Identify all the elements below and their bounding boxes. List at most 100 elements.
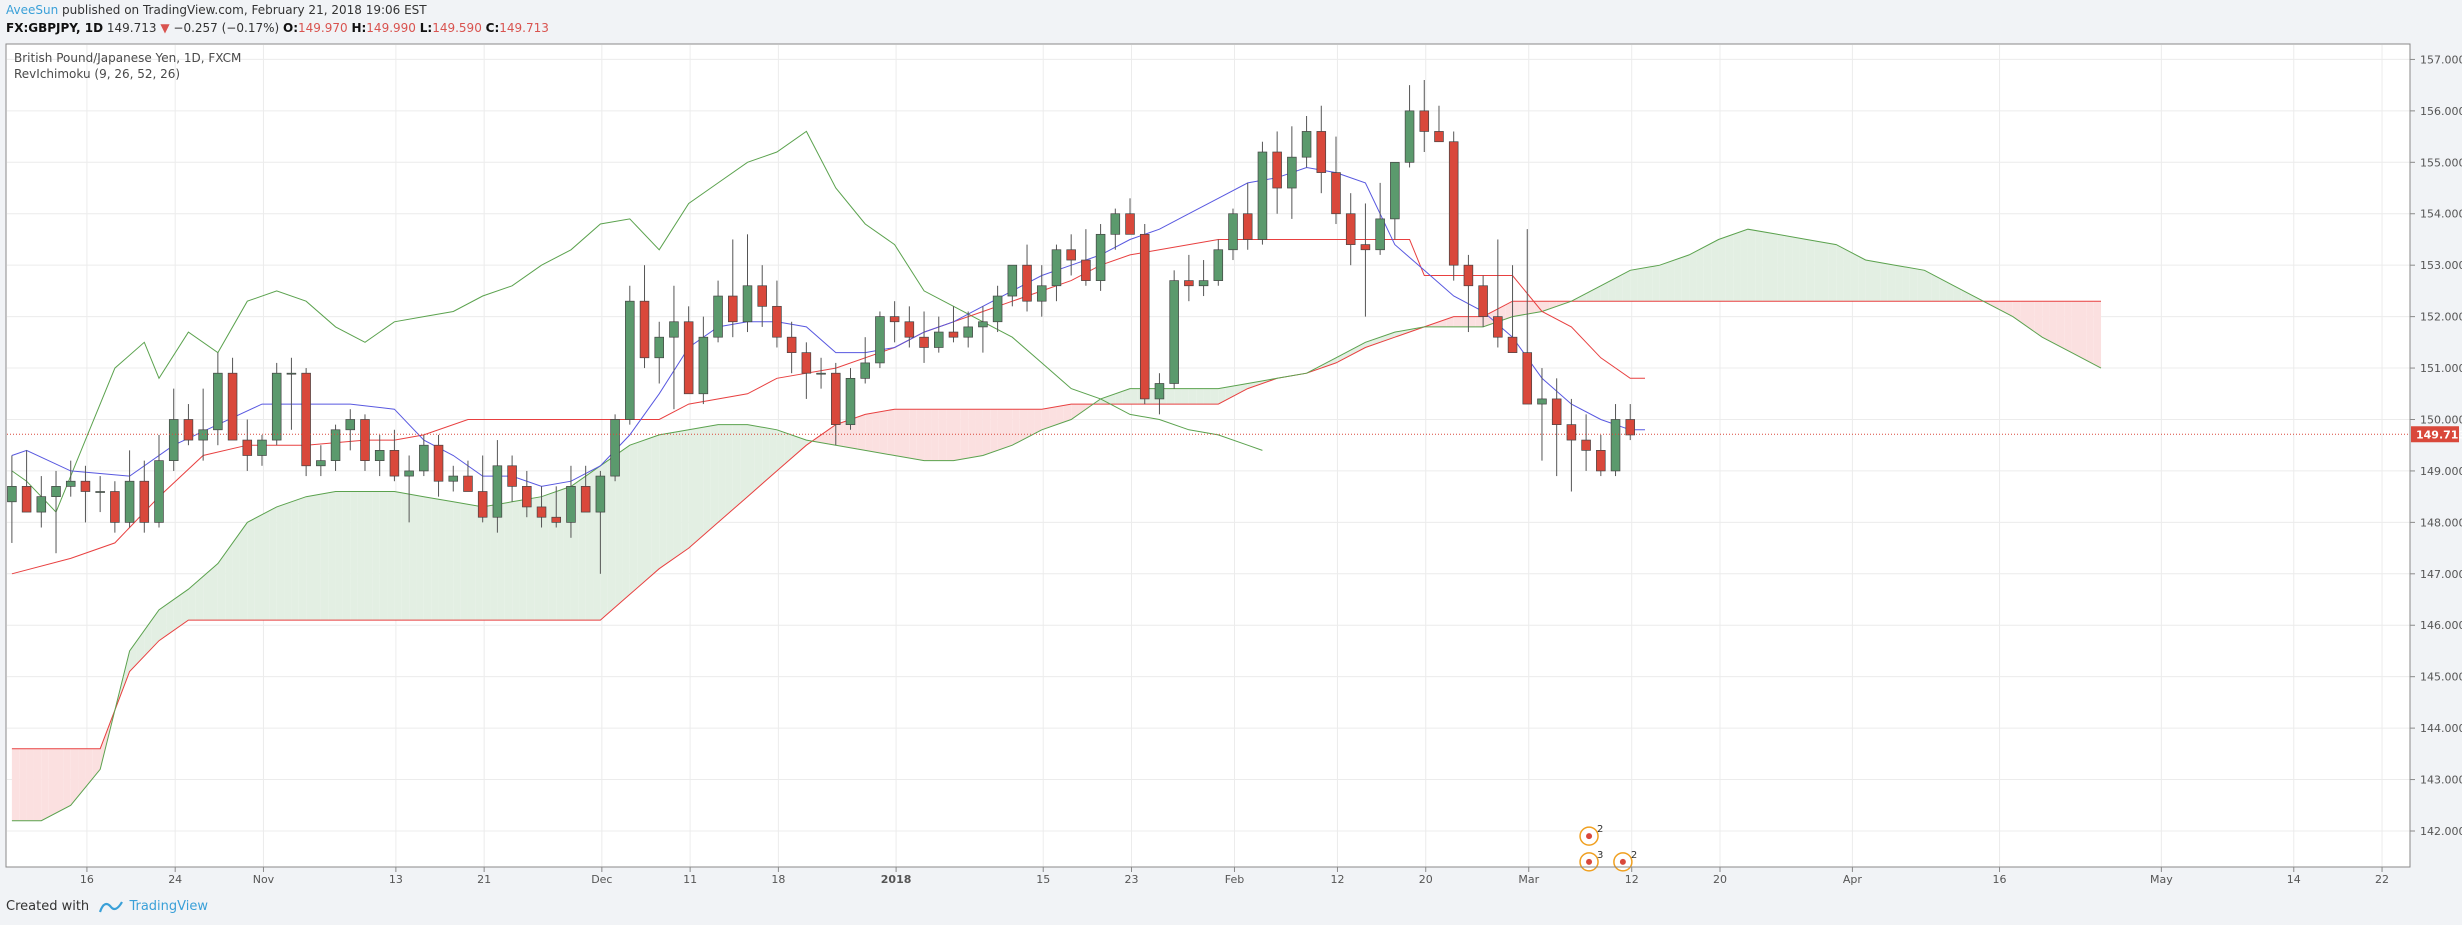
author-link[interactable]: AveeSun bbox=[6, 3, 59, 17]
cloud-segment-bullish bbox=[754, 425, 763, 491]
event-marker-count: 3 bbox=[1597, 850, 1603, 861]
candle bbox=[786, 321, 797, 374]
event-marker-dot bbox=[1619, 858, 1626, 865]
candle bbox=[360, 414, 370, 471]
candle bbox=[1345, 193, 1356, 266]
candle bbox=[875, 311, 885, 369]
cloud-segment-bullish bbox=[1681, 254, 1690, 302]
cloud-segment-bullish bbox=[1600, 281, 1609, 302]
candle bbox=[21, 450, 32, 513]
y-tick-label: 156.000 bbox=[2420, 105, 2462, 118]
y-tick-label: 153.000 bbox=[2420, 259, 2462, 272]
candle-body bbox=[110, 491, 120, 523]
cloud-segment-bearish bbox=[1431, 321, 1439, 327]
candle bbox=[271, 362, 282, 446]
candle bbox=[772, 280, 782, 348]
candle-body bbox=[919, 336, 929, 348]
cloud-segment-bullish bbox=[1115, 391, 1123, 405]
cloud-segment-bullish bbox=[1924, 270, 1932, 302]
y-tick-label: 151.000 bbox=[2420, 362, 2462, 375]
event-marker-dot bbox=[1586, 858, 1593, 865]
candle bbox=[1404, 85, 1415, 168]
candle bbox=[1007, 264, 1018, 307]
candle bbox=[301, 368, 311, 477]
candle-body bbox=[345, 419, 356, 431]
cloud-segment-bullish bbox=[673, 431, 682, 559]
cloud-segment-bullish bbox=[534, 496, 542, 621]
legend-title: British Pound/Japanese Yen, 1D, FXCM bbox=[14, 51, 241, 65]
cloud-segment-bullish bbox=[791, 434, 799, 459]
price-chart[interactable]: 23 2 149.713 142.000143.000144.000145.000… bbox=[0, 43, 2462, 888]
down-arrow-icon: ▼ bbox=[160, 21, 170, 35]
cloud-segment-bullish bbox=[445, 500, 454, 621]
candle bbox=[1375, 182, 1385, 255]
candle bbox=[625, 285, 635, 425]
candles bbox=[7, 80, 1636, 574]
cloud-segment-bullish bbox=[1843, 248, 1851, 302]
candle-body bbox=[448, 475, 459, 482]
candle bbox=[404, 455, 414, 523]
candle bbox=[1301, 116, 1312, 168]
cloud-segment-bearish bbox=[946, 409, 954, 461]
candle-body bbox=[1184, 280, 1194, 287]
candle-body bbox=[242, 439, 253, 456]
cloud-segment-bearish bbox=[100, 729, 108, 770]
event-marker-dot bbox=[1586, 833, 1593, 840]
price-change: −0.257 (−0.17%) bbox=[173, 21, 280, 35]
cloud-segment-bullish bbox=[556, 488, 564, 621]
x-axis[interactable]: 16 24 Nov 13 21 Dec 11 18 2018 15 23 Feb 12 20 Mar 12 20… bbox=[80, 867, 2389, 886]
candle bbox=[51, 470, 61, 554]
plot-area[interactable] bbox=[5, 43, 2411, 868]
cloud-segment-bullish bbox=[394, 491, 402, 621]
cloud-segment-bullish bbox=[1622, 270, 1631, 302]
candle-body bbox=[1419, 110, 1430, 132]
candle bbox=[7, 455, 17, 543]
candle bbox=[1022, 244, 1032, 312]
candle-body bbox=[1125, 213, 1135, 235]
candle-body bbox=[992, 295, 1003, 323]
cloud-segment-bearish bbox=[1041, 407, 1050, 430]
cloud-segment-bullish bbox=[1858, 256, 1866, 302]
cloud-segment-bullish bbox=[438, 499, 446, 621]
candle bbox=[1566, 398, 1577, 492]
open-value: 149.970 bbox=[298, 21, 348, 35]
cloud-segment-bullish bbox=[1872, 261, 1881, 302]
candle bbox=[831, 362, 841, 446]
cloud-segment-bullish bbox=[203, 569, 211, 621]
candle-body bbox=[1390, 161, 1400, 220]
cloud-segment-bullish bbox=[725, 424, 733, 516]
candle-body bbox=[889, 316, 900, 323]
cloud-segment-bullish bbox=[1755, 230, 1763, 302]
cloud-segment-bullish bbox=[1784, 235, 1793, 302]
cloud-segment-bullish bbox=[622, 445, 630, 601]
candle bbox=[80, 465, 91, 523]
cloud-segment-bullish bbox=[490, 504, 498, 621]
candle bbox=[536, 486, 547, 528]
cloud-segment-bearish bbox=[872, 411, 880, 453]
candle bbox=[1095, 224, 1106, 291]
cloud-segment-bullish bbox=[637, 440, 645, 588]
candle bbox=[257, 434, 267, 466]
cloud-segment-bearish bbox=[1512, 301, 1520, 317]
cloud-segment-bearish bbox=[1012, 409, 1020, 446]
x-tick-label: 2018 bbox=[881, 873, 912, 886]
candle-body bbox=[1537, 398, 1547, 405]
tradingview-link[interactable]: TradingView bbox=[129, 899, 208, 914]
candle-body bbox=[316, 460, 326, 467]
candle-body bbox=[1139, 233, 1150, 400]
candle bbox=[213, 352, 223, 446]
cloud-segment-bullish bbox=[629, 442, 638, 595]
candle bbox=[1228, 208, 1238, 261]
cloud-segment-bullish bbox=[710, 424, 719, 529]
created-with-text: Created with bbox=[6, 899, 90, 914]
candle bbox=[1272, 131, 1282, 214]
cloud-segment-bearish bbox=[924, 409, 932, 461]
cloud-segment-bullish bbox=[1578, 293, 1587, 302]
candle-body bbox=[536, 506, 547, 518]
candle bbox=[963, 311, 973, 348]
cloud-segment-bullish bbox=[1380, 334, 1388, 343]
y-axis[interactable]: 142.000 143.000 144.000 145.000 146.000 147.0… bbox=[2410, 53, 2462, 838]
candle-body bbox=[80, 480, 91, 492]
cloud-segment-bullish bbox=[181, 589, 189, 626]
candle bbox=[374, 434, 385, 477]
